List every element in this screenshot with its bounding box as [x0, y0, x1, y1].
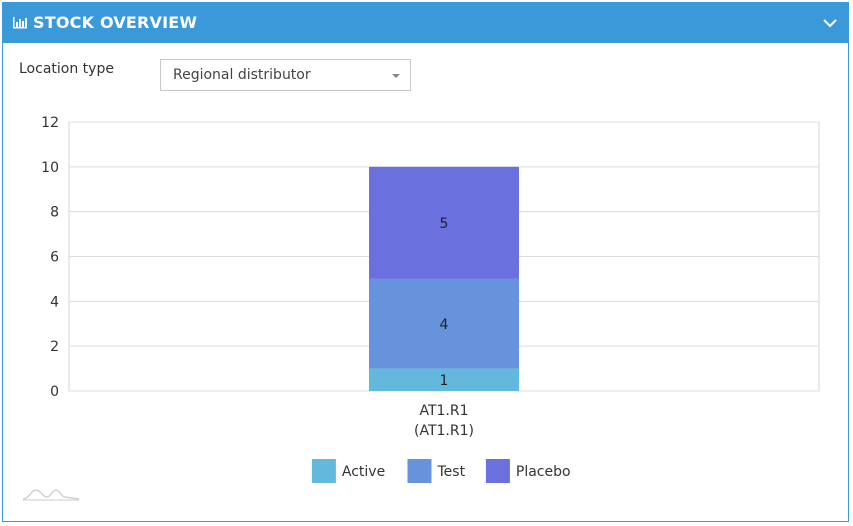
data-label: 4 — [440, 317, 449, 333]
x-axis: AT1.R1 (AT1.R1) — [414, 403, 474, 439]
legend-item-active[interactable]: Active — [311, 459, 385, 483]
legend-item-test[interactable]: Test — [407, 459, 466, 483]
data-label: 5 — [440, 216, 449, 232]
y-axis: 0 2 4 6 8 10 12 — [41, 115, 59, 400]
data-label: 1 — [440, 373, 449, 389]
y-tick-label: 2 — [50, 339, 59, 355]
chart-legend: Active Test Placebo — [311, 459, 571, 483]
x-tick-label: AT1.R1 — [419, 403, 468, 419]
bar-chart-icon — [13, 17, 27, 29]
chevron-down-icon[interactable] — [822, 15, 838, 31]
legend-swatch — [311, 459, 336, 483]
bar-segment-active[interactable] — [369, 368, 519, 391]
legend-label: Active — [342, 464, 385, 480]
legend-label: Test — [437, 464, 466, 480]
y-tick-label: 8 — [50, 205, 59, 221]
x-tick-label: (AT1.R1) — [414, 423, 474, 439]
legend-item-placebo[interactable]: Placebo — [485, 459, 571, 483]
legend-swatch — [485, 459, 510, 483]
y-tick-label: 4 — [50, 294, 59, 310]
location-type-select[interactable]: Regional distributor — [160, 59, 411, 91]
bar-segment-test[interactable] — [369, 278, 519, 369]
y-tick-label: 6 — [50, 250, 59, 266]
chart-watermark-icon — [22, 489, 80, 501]
legend-label: Placebo — [516, 464, 571, 480]
legend-swatch — [407, 459, 432, 483]
y-tick-label: 12 — [41, 115, 59, 131]
location-type-label: Location type — [19, 61, 114, 77]
y-tick-label: 0 — [50, 384, 59, 400]
y-tick-label: 10 — [41, 160, 59, 176]
dropdown-caret-icon — [392, 74, 400, 78]
panel-title: STOCK OVERVIEW — [33, 13, 198, 32]
chart-bars: 1 4 5 — [369, 166, 519, 391]
bar-segment-placebo[interactable] — [369, 166, 519, 279]
location-type-selected: Regional distributor — [173, 67, 311, 83]
panel-header: STOCK OVERVIEW — [3, 3, 848, 43]
